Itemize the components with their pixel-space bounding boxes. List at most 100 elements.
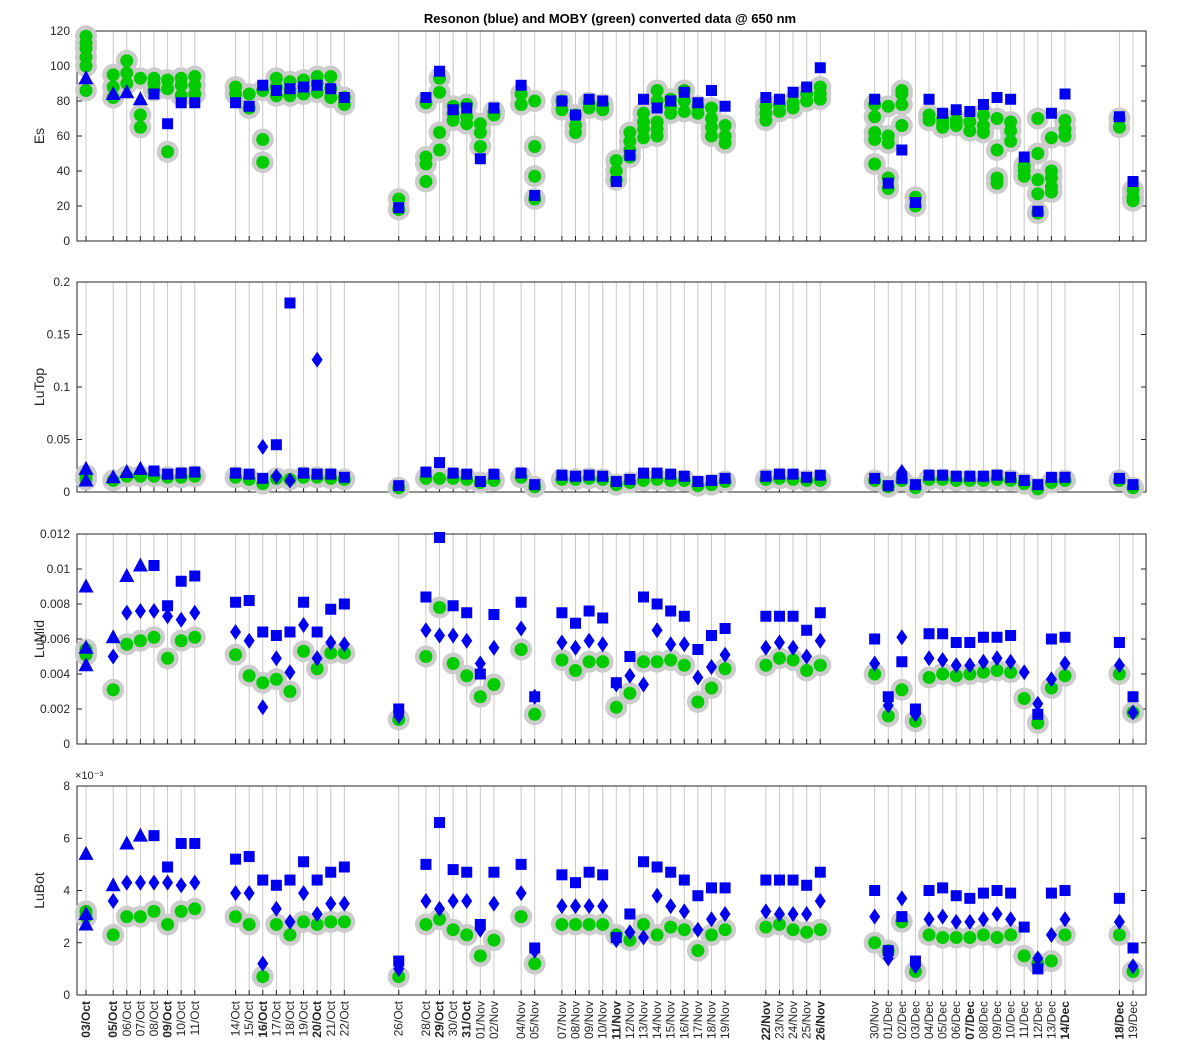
x-tick-label: 09/Nov	[582, 1001, 596, 1039]
resonon-point-diamond	[298, 617, 310, 633]
resonon-point-square	[175, 97, 187, 109]
resonon-point-diamond	[882, 950, 894, 967]
resonon-point-square	[597, 470, 609, 482]
y-tick-label: 0.1	[53, 380, 70, 394]
resonon-point-square	[923, 93, 935, 105]
resonon-point-square	[474, 476, 486, 487]
resonon-point-diamond	[814, 892, 826, 909]
resonon-point-triangle	[78, 639, 94, 654]
y-tick-label: 6	[63, 831, 70, 845]
resonon-point-square	[977, 470, 989, 482]
moby-point	[813, 658, 827, 672]
resonon-point-diamond	[991, 650, 1003, 667]
resonon-point-square	[461, 102, 473, 114]
resonon-series	[78, 297, 1139, 492]
moby-point	[990, 112, 1004, 125]
resonon-point-square	[447, 864, 459, 876]
resonon-point-square	[230, 596, 242, 608]
moby-point	[133, 910, 147, 924]
moby-point	[174, 904, 188, 918]
resonon-point-diamond	[121, 874, 133, 891]
x-tick-label: 05/Dec	[936, 1001, 950, 1039]
resonon-point-diamond	[529, 688, 541, 705]
moby-point	[419, 650, 433, 663]
moby-point	[487, 678, 501, 691]
moby-point	[419, 917, 433, 931]
moby-point	[813, 92, 827, 106]
x-tick-label: 04/Dec	[922, 1001, 936, 1039]
resonon-point-square	[420, 466, 432, 478]
resonon-point-square	[1127, 691, 1139, 703]
resonon-point-square	[964, 637, 976, 648]
resonon-point-square	[461, 468, 473, 480]
resonon-point-square	[325, 468, 337, 480]
resonon-point-triangle	[78, 70, 94, 85]
moby-point	[582, 655, 596, 669]
moby-point	[514, 98, 528, 111]
resonon-point-triangle	[78, 578, 94, 593]
moby-point	[446, 113, 460, 127]
resonon-point-diamond	[665, 636, 677, 653]
moby-point	[596, 655, 610, 669]
moby-point	[528, 957, 542, 971]
resonon-point-diamond	[787, 639, 799, 656]
resonon-point-diamond	[705, 911, 717, 928]
moby-point	[446, 923, 460, 937]
moby-series	[79, 601, 1140, 730]
resonon-point-diamond	[869, 655, 881, 672]
resonon-point-square	[1113, 111, 1125, 123]
y-axis-label: Es	[31, 128, 47, 144]
resonon-point-square	[950, 470, 962, 482]
axes-box	[76, 533, 1147, 745]
moby-point	[433, 912, 447, 926]
moby-point	[718, 119, 732, 132]
resonon-point-square	[338, 861, 350, 873]
x-tick-label: 06/Oct	[120, 1000, 134, 1036]
resonon-point-square	[705, 882, 717, 894]
moby-point	[772, 917, 786, 931]
resonon-point-square	[991, 885, 1003, 896]
moby-point	[936, 120, 950, 134]
moby-point	[528, 140, 542, 153]
resonon-point-square	[950, 890, 962, 902]
y-tick-label: 0	[63, 485, 70, 499]
moby-point	[324, 646, 338, 660]
plot-area	[77, 786, 1146, 995]
moby-point	[922, 113, 936, 127]
x-tick-label: 06/Dec	[949, 1001, 963, 1039]
moby-point	[1126, 194, 1140, 208]
resonon-point-square	[801, 879, 813, 891]
resonon-series	[78, 62, 1139, 217]
resonon-point-square	[175, 837, 187, 849]
resonon-point-diamond	[556, 634, 568, 651]
resonon-point-diamond	[311, 650, 323, 667]
resonon-point-diamond	[488, 895, 500, 912]
moby-point	[106, 68, 120, 82]
resonon-point-square	[243, 468, 255, 480]
moby-point	[990, 664, 1004, 677]
resonon-point-square	[529, 479, 541, 491]
resonon-point-square	[338, 471, 350, 483]
moby-point	[759, 920, 773, 934]
moby-point	[161, 82, 175, 96]
resonon-point-square	[814, 607, 826, 619]
resonon-point-square	[678, 610, 690, 622]
resonon-point-diamond	[420, 892, 432, 909]
resonon-point-diamond	[393, 708, 405, 724]
x-tick-label: 28/Oct	[419, 1000, 433, 1036]
moby-point	[188, 902, 202, 916]
moby-point	[949, 119, 963, 132]
resonon-series	[78, 532, 1139, 724]
x-tick-label: 03/Dec	[908, 1001, 922, 1039]
resonon-point-diamond	[1127, 704, 1139, 721]
resonon-point-diamond	[909, 958, 921, 975]
resonon-point-square	[665, 95, 677, 107]
moby-point	[147, 904, 161, 918]
moby-point	[936, 931, 950, 945]
resonon-point-square	[882, 480, 894, 492]
resonon-point-square	[1032, 708, 1044, 720]
resonon-point-square	[991, 469, 1003, 481]
resonon-point-square	[678, 470, 690, 482]
resonon-point-square	[991, 92, 1003, 103]
resonon-point-square	[270, 439, 282, 451]
